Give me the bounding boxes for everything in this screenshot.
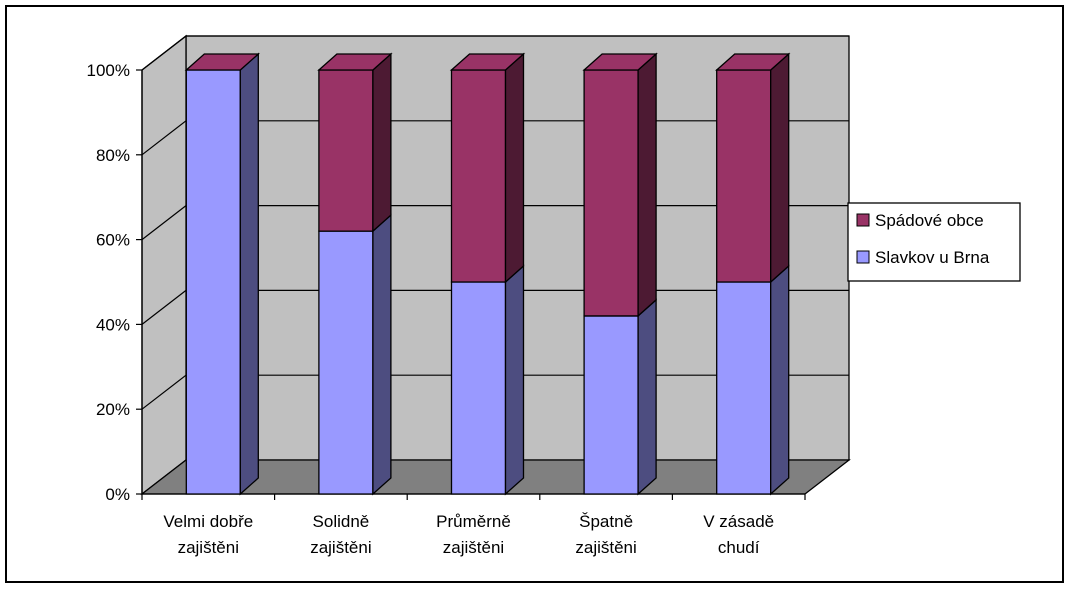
x-tick-label: Průměrně: [436, 512, 511, 531]
bar-group: [582, 52, 658, 496]
y-tick-label: 100%: [87, 61, 130, 80]
x-tick-label: chudí: [718, 538, 760, 557]
bar-side: [372, 52, 392, 233]
bar-top: [184, 53, 261, 71]
y-tick-label: 80%: [96, 146, 130, 165]
bar-side: [637, 52, 657, 318]
bar-slavkov: [583, 315, 639, 495]
gridline-side: [141, 205, 187, 241]
y-tick-label: 40%: [96, 315, 130, 334]
x-tick-label: zajištěni: [178, 538, 239, 557]
y-tick-label: 20%: [96, 400, 130, 419]
bar-slavkov: [185, 69, 241, 495]
bar-top: [449, 53, 526, 71]
bar-group: [317, 52, 393, 496]
bar-slavkov: [450, 281, 507, 495]
x-tick-label: zajištěni: [443, 538, 504, 557]
y-tick-label: 0%: [105, 485, 130, 504]
x-tick-label: Špatně: [579, 512, 633, 531]
bar-side: [770, 52, 790, 284]
legend-label: Slavkov u Brna: [875, 248, 990, 267]
bar-spadove: [583, 69, 639, 317]
x-tick-label: zajištěni: [310, 538, 371, 557]
gridline-side: [141, 120, 187, 156]
bar-slavkov: [716, 281, 772, 495]
bar-side: [372, 213, 392, 496]
side-wall: [141, 34, 187, 496]
x-tick-label: V zásadě: [703, 512, 774, 531]
bar-side: [504, 264, 525, 496]
bar-side: [637, 298, 657, 496]
legend: Spádové obce Slavkov u Brna: [847, 202, 1021, 282]
legend-box: [847, 202, 1021, 282]
legend-swatch: [856, 250, 870, 264]
bar-spadove: [318, 69, 374, 232]
bar-top: [582, 53, 658, 71]
bar-slavkov: [318, 230, 374, 495]
bar-side: [770, 264, 790, 496]
x-tick-label: Velmi dobře: [163, 512, 253, 531]
x-tick-label: Solidně: [313, 512, 370, 531]
bar-side: [239, 52, 259, 496]
x-tick-label: zajištěni: [575, 538, 636, 557]
bar-top: [714, 53, 791, 71]
y-tick-label: 60%: [96, 231, 130, 250]
gridline-side: [141, 374, 187, 410]
bar-spadove: [716, 69, 772, 283]
gridline-side: [141, 35, 187, 71]
bar-group: [449, 52, 526, 496]
legend-swatch: [856, 213, 870, 227]
bar-group: [184, 52, 261, 496]
bar-top: [317, 53, 393, 71]
bar-side: [504, 52, 525, 284]
gridline-side: [141, 289, 187, 325]
legend-label: Spádové obce: [875, 211, 984, 230]
bar-spadove: [450, 69, 507, 283]
bar-group: [714, 52, 791, 496]
